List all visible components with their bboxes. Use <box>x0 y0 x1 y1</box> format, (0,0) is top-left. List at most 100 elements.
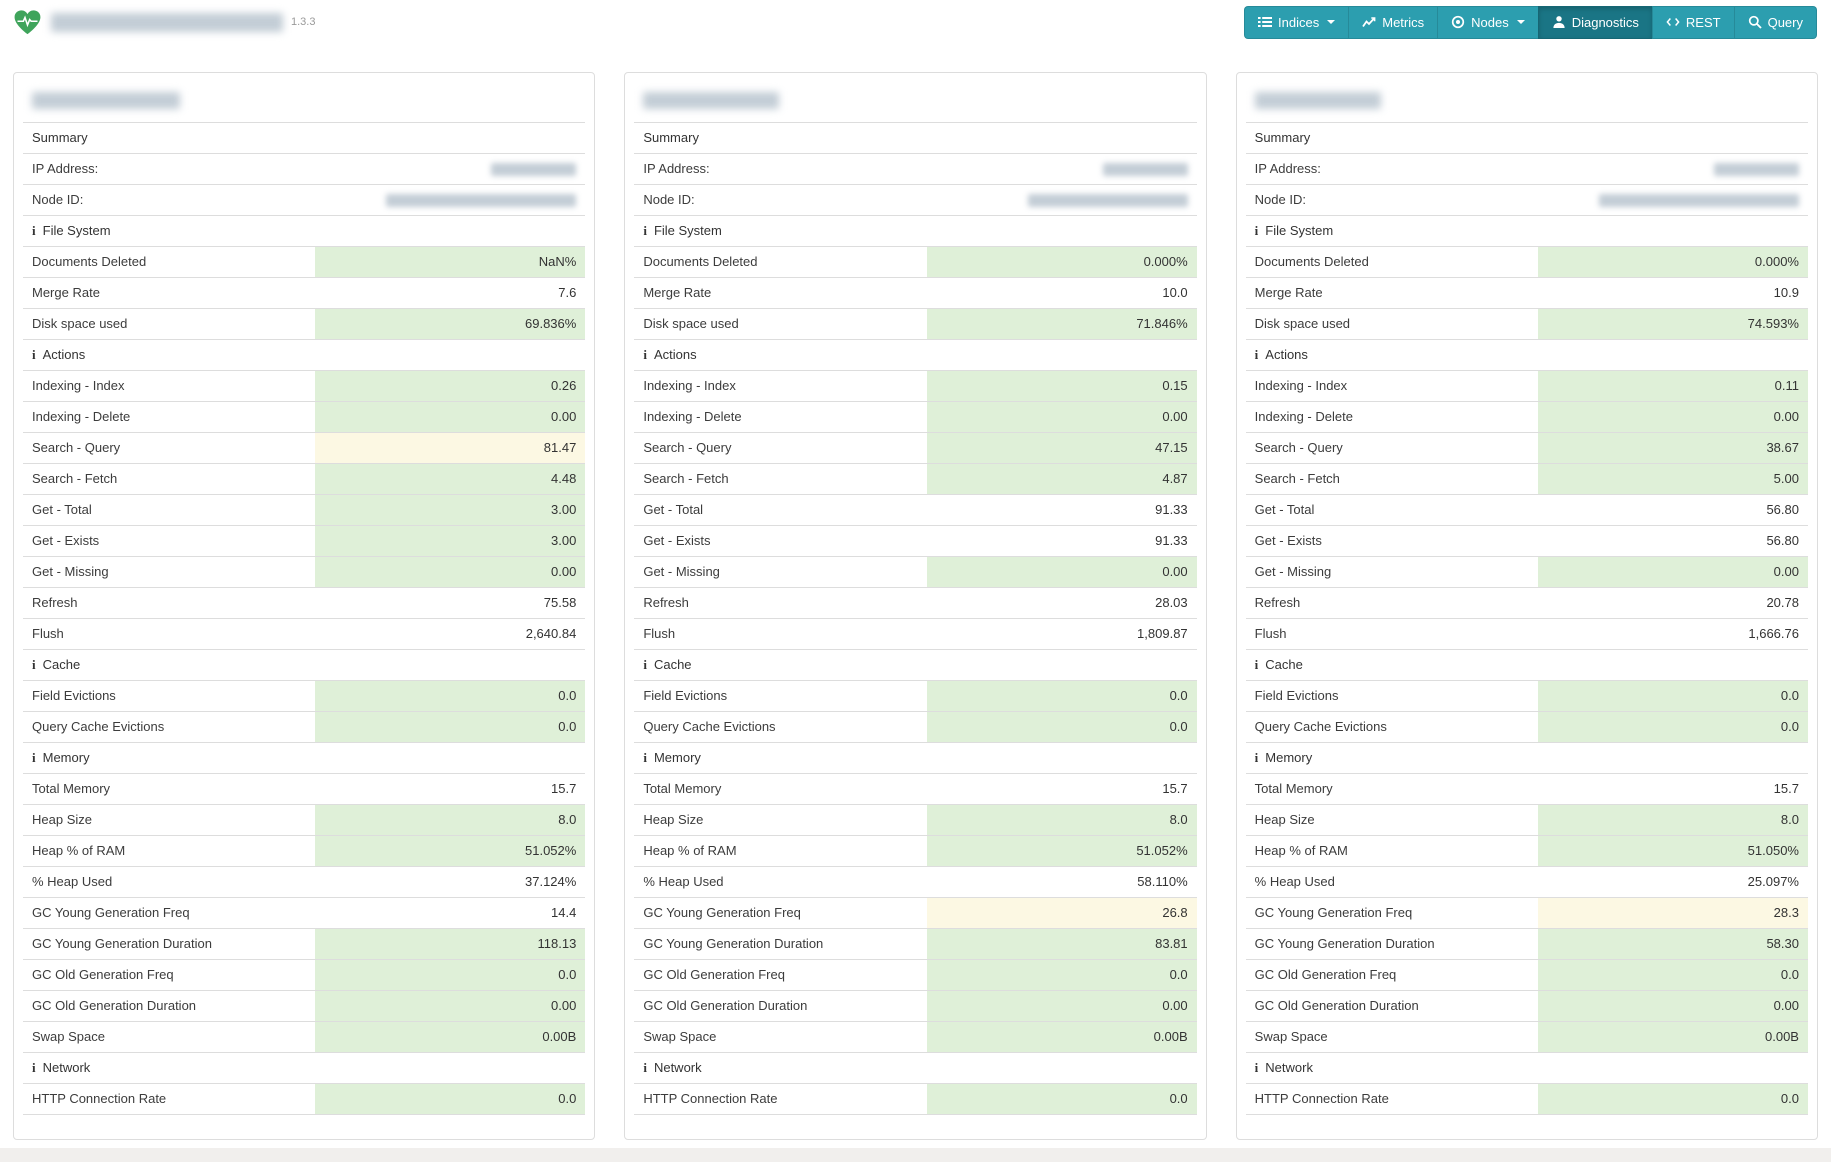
row-value: 83.81 <box>926 928 1197 960</box>
row-value: 1,809.87 <box>1137 626 1188 642</box>
row-value: 0.00B <box>926 1021 1197 1053</box>
row-value: 47.15 <box>926 432 1197 464</box>
metric-row: Refresh 20.78 <box>1245 587 1808 619</box>
metric-row: Flush 1,809.87 <box>634 618 1197 650</box>
node-panel: Summary IP Address: Node ID: i File System Do… <box>1235 72 1818 1141</box>
row-label: GC Young Generation Freq <box>1254 905 1413 921</box>
brand: 1.3.3 <box>14 9 315 35</box>
row-label: GC Old Generation Duration <box>32 998 197 1014</box>
row-label: Indexing - Delete <box>643 409 742 425</box>
info-icon: i <box>643 750 647 766</box>
metric-row: % Heap Used 25.097% <box>1245 866 1808 898</box>
section-row: i Network <box>23 1052 586 1084</box>
metric-row: Swap Space 0.00B <box>634 1021 1197 1053</box>
row-value: NaN% <box>315 246 586 278</box>
row-value: 0.26 <box>315 370 586 402</box>
metric-row: Query Cache Evictions 0.0 <box>634 711 1197 743</box>
section-row: i Memory <box>1245 742 1808 774</box>
node-name-redacted <box>643 92 780 109</box>
row-value: 26.8 <box>926 897 1197 929</box>
metric-row: Indexing - Index 0.15 <box>634 370 1197 402</box>
row-value: 74.593% <box>1538 308 1808 340</box>
row-value: 0.0 <box>1538 680 1808 712</box>
row-value: 4.48 <box>315 463 586 495</box>
row-label: Search - Fetch <box>1254 471 1340 487</box>
diagnostics-table: Summary IP Address: Node ID: i File System Do… <box>23 122 586 1115</box>
value-redacted <box>491 163 577 177</box>
section-row: i Cache <box>23 649 586 681</box>
row-value: 0.0 <box>315 1083 586 1115</box>
metric-row: Indexing - Index 0.11 <box>1245 370 1808 402</box>
info-icon: i <box>32 347 36 363</box>
row-value: 69.836% <box>315 308 586 340</box>
row-value: 0.00 <box>1538 401 1808 433</box>
row-label: Get - Total <box>1254 502 1315 518</box>
row-value: 91.33 <box>1155 502 1188 518</box>
nav-diagnostics-button[interactable]: Diagnostics <box>1537 5 1653 39</box>
row-value: 0.00 <box>315 990 586 1022</box>
metric-row: Flush 1,666.76 <box>1245 618 1808 650</box>
row-value: 14.4 <box>551 905 577 921</box>
row-value: 0.0 <box>926 1083 1197 1115</box>
info-icon: i <box>1254 1060 1259 1076</box>
row-value: 3.00 <box>315 525 586 557</box>
metric-row: HTTP Connection Rate 0.0 <box>23 1083 586 1115</box>
redacted-value-cell <box>1538 154 1808 185</box>
metric-row: Field Evictions 0.0 <box>23 680 586 712</box>
section-row: i File System <box>1245 215 1808 247</box>
nav-metrics-button[interactable]: Metrics <box>1348 5 1439 39</box>
row-value: 15.7 <box>551 781 577 797</box>
row-label: Disk space used <box>1254 316 1351 332</box>
metric-row: Total Memory 15.7 <box>634 773 1197 805</box>
diagnostics-icon <box>1552 15 1566 29</box>
info-icon: i <box>1254 750 1259 766</box>
nav-rest-button[interactable]: REST <box>1651 5 1735 39</box>
metric-row: Query Cache Evictions 0.0 <box>23 711 586 743</box>
value-redacted <box>1027 194 1188 208</box>
section-label: File System <box>42 223 111 239</box>
row-value: 118.13 <box>315 928 586 960</box>
search-icon <box>1748 15 1762 29</box>
nav-query-button[interactable]: Query <box>1733 5 1817 39</box>
row-value: 0.00 <box>315 556 586 588</box>
metric-row: Merge Rate 10.0 <box>634 277 1197 309</box>
row-label: Heap % of RAM <box>1254 843 1348 859</box>
node-panel: Summary IP Address: Node ID: i File System Do… <box>624 72 1207 1141</box>
row-value: 15.7 <box>1162 781 1188 797</box>
row-label: % Heap Used <box>1254 874 1335 890</box>
row-label: Get - Exists <box>32 533 100 549</box>
row-label: Query Cache Evictions <box>32 719 165 735</box>
row-value: 0.0 <box>1538 711 1808 743</box>
row-label: Heap % of RAM <box>643 843 737 859</box>
nav-nodes-button[interactable]: Nodes <box>1437 5 1539 39</box>
chart-icon <box>1362 15 1376 29</box>
nav-button-label: Nodes <box>1471 14 1509 30</box>
row-label: % Heap Used <box>32 874 113 890</box>
nav-indices-button[interactable]: Indices <box>1244 5 1350 39</box>
row-value: 8.0 <box>1538 804 1808 836</box>
diagnostics-table: Summary IP Address: Node ID: i File System Do… <box>1245 122 1808 1115</box>
row-label: HTTP Connection Rate <box>643 1091 778 1107</box>
row-label: GC Old Generation Freq <box>1254 967 1397 983</box>
metric-row: Field Evictions 0.0 <box>1245 680 1808 712</box>
row-value: 51.050% <box>1538 835 1808 867</box>
row-value: 0.0 <box>315 959 586 991</box>
section-row: i Actions <box>1245 339 1808 371</box>
row-value: 8.0 <box>926 804 1197 836</box>
row-value: 0.0 <box>1538 959 1808 991</box>
row-label: Merge Rate <box>643 285 712 301</box>
row-value: 71.846% <box>926 308 1197 340</box>
section-label: File System <box>653 223 722 239</box>
row-value: 0.0 <box>315 680 586 712</box>
metric-row: Search - Query 38.67 <box>1245 432 1808 464</box>
metric-row: Swap Space 0.00B <box>1245 1021 1808 1053</box>
row-label: Node ID: <box>1254 192 1306 208</box>
row-value: 0.00 <box>926 401 1197 433</box>
row-label: Search - Query <box>1254 440 1343 456</box>
metric-row: Get - Missing 0.00 <box>23 556 586 588</box>
nav-button-label: Indices <box>1278 14 1320 30</box>
section-label: Actions <box>653 347 697 363</box>
row-label: GC Old Generation Duration <box>643 998 808 1014</box>
row-label: GC Young Generation Duration <box>1254 936 1435 952</box>
row-label: Get - Total <box>32 502 92 518</box>
